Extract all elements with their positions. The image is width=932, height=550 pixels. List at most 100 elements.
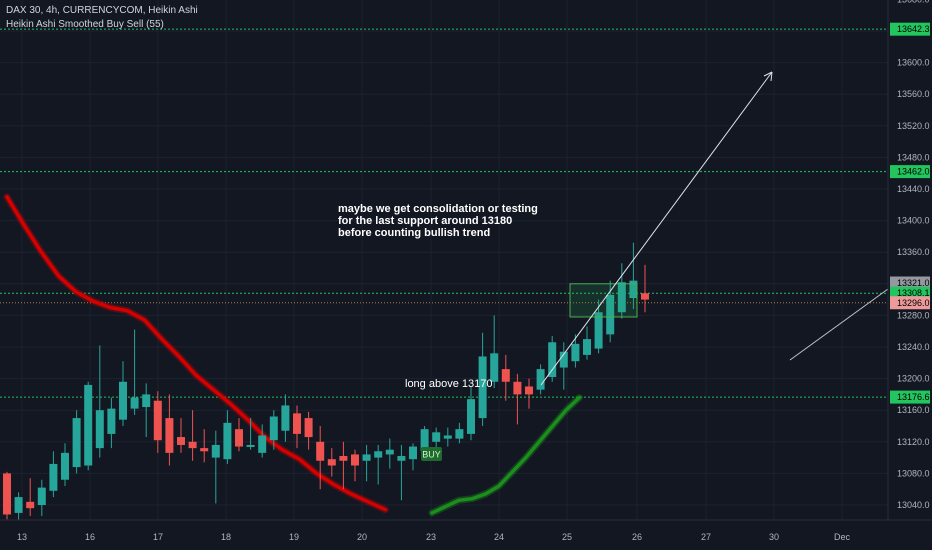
time-tick-label: Dec (834, 532, 851, 542)
candle-body (49, 463, 58, 491)
time-tick-label: 26 (632, 532, 642, 542)
buy-signal-label: BUY (422, 450, 441, 460)
candle-body (223, 422, 232, 460)
candle-body (130, 397, 139, 409)
price-tick-label: 13160.0 (897, 405, 930, 415)
price-tick-label: 13560.0 (897, 89, 930, 99)
candle-body (84, 384, 93, 466)
ma-down-line (5, 195, 388, 512)
candle-body (269, 416, 278, 441)
price-tick-label: 13520.0 (897, 121, 930, 131)
candle-body (177, 437, 185, 445)
buy-signal-box (421, 447, 442, 461)
time-tick-label: 13 (17, 532, 27, 542)
bullish-trend-arrow[interactable] (540, 71, 773, 386)
chart-legend[interactable]: DAX 30, 4h, CURRENCYCOM, Heikin Ashi Hei… (6, 4, 198, 32)
price-level-value: 13642.3 (897, 24, 930, 34)
price-tick-label: 13400.0 (897, 216, 930, 226)
candle-body (397, 456, 406, 461)
candle-body (258, 435, 267, 453)
candle-body (443, 435, 452, 439)
price-tick-label: 13600.0 (897, 58, 930, 68)
indicator-title[interactable]: Heikin Ashi Smoothed Buy Sell (55) (6, 19, 164, 30)
candle-body (455, 429, 464, 439)
price-tick-label: 13680.0 (897, 0, 930, 4)
candle-body (478, 356, 487, 419)
time-tick-label: 17 (153, 532, 163, 542)
time-axis[interactable]: 13 16 17 18 19 20 23 24 25 26 27 30 Dec (0, 519, 932, 550)
candle-body (548, 342, 557, 378)
long-note[interactable]: long above 13170 (405, 378, 493, 390)
candle-body (351, 454, 359, 466)
candle-body (385, 449, 394, 455)
candle-body (606, 294, 615, 335)
analysis-note[interactable]: maybe we get consolidation or testing fo… (338, 203, 538, 239)
price-level-value: 13176.6 (897, 392, 930, 402)
candle-body (61, 452, 69, 480)
price-level-value: 13462.0 (897, 167, 930, 177)
candle-body (293, 413, 301, 434)
candle-body (490, 353, 499, 382)
candle-body (420, 429, 429, 452)
price-level-tag[interactable] (890, 390, 930, 404)
price-level-tag[interactable] (890, 165, 930, 179)
time-tick-label: 16 (85, 532, 95, 542)
candle-body (409, 446, 417, 460)
price-axis[interactable]: 13040.0 13080.0 13120.0 13160.0 13200.0 13240… (887, 0, 932, 520)
price-tick-label: 13200.0 (897, 374, 930, 384)
candle-body (153, 400, 162, 441)
price-tick-label: 13280.0 (897, 310, 930, 320)
time-axis-background (0, 520, 932, 550)
buy-signal: BUY (421, 447, 442, 461)
price-tick-label: 13240.0 (897, 342, 930, 352)
time-tick-label: 23 (426, 532, 436, 542)
candle-body (304, 418, 313, 438)
price-level-value: 13296.0 (897, 298, 930, 308)
time-tick-label: 27 (701, 532, 711, 542)
time-tick-label: 24 (494, 532, 504, 542)
candle-body (235, 429, 243, 447)
candle-body (374, 451, 383, 458)
candle-body (95, 410, 104, 449)
analysis-note-line-3: before counting bullish trend (338, 227, 491, 239)
price-level-tag[interactable] (890, 22, 930, 36)
price-tick-label: 13480.0 (897, 152, 930, 162)
price-tick-label: 13080.0 (897, 468, 930, 478)
candle-body (3, 473, 11, 515)
price-level-tag[interactable] (890, 296, 930, 310)
candle-body (316, 441, 325, 461)
candle-body (211, 444, 220, 458)
symbol-title[interactable]: DAX 30, 4h, CURRENCYCOM, Heikin Ashi (6, 5, 198, 16)
candle-body (501, 369, 510, 382)
candle-body (26, 501, 35, 509)
time-tick-label: 25 (562, 532, 572, 542)
time-tick-label: 19 (289, 532, 299, 542)
candle-body (571, 343, 580, 362)
trend-drawings[interactable] (540, 71, 889, 386)
candle-body (200, 448, 209, 452)
candle-body (594, 312, 603, 349)
grid-lines (0, 0, 888, 520)
time-tick-label: 30 (769, 532, 779, 542)
candle-body (37, 487, 46, 505)
secondary-trend-line[interactable] (789, 288, 889, 361)
candle-body (339, 456, 348, 461)
arrow-head-icon (763, 71, 773, 82)
candle-body (142, 394, 151, 408)
candlestick-series (3, 242, 649, 521)
smoothed-ma-lines (3, 193, 583, 517)
price-level-tag[interactable] (890, 276, 930, 290)
candle-body (14, 497, 23, 513)
price-axis-background (888, 0, 932, 520)
candle-body (467, 399, 475, 434)
price-tick-label: 13360.0 (897, 247, 930, 257)
price-tick-label: 13120.0 (897, 437, 930, 447)
price-tick-label: 13440.0 (897, 184, 930, 194)
candle-body (559, 351, 568, 368)
candle-body (281, 405, 290, 431)
candle-body (641, 293, 649, 300)
candle-body (246, 444, 255, 447)
candle-body (188, 441, 197, 449)
